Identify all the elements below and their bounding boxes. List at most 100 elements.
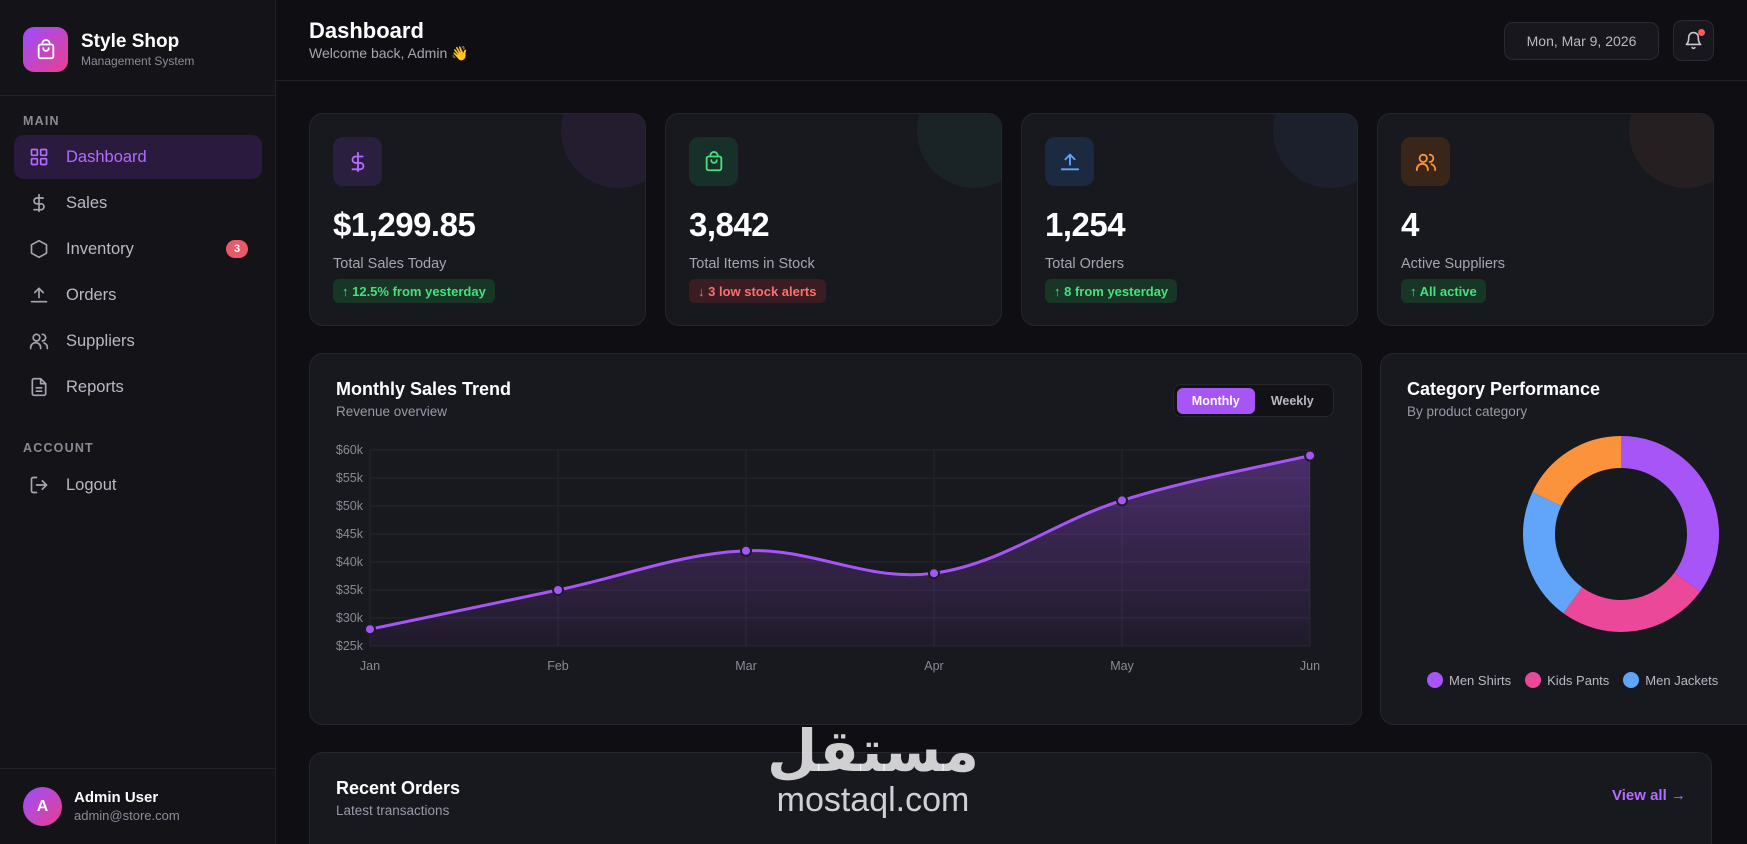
sidebar: Style Shop Management System MAIN Dashbo… <box>0 0 276 844</box>
legend-label: Men Jackets <box>1645 672 1719 688</box>
upload-icon <box>28 284 50 306</box>
stat-label: Total Sales Today <box>333 256 447 272</box>
view-all-link[interactable]: View all → <box>1612 787 1686 804</box>
chart-subtitle: Revenue overview <box>336 404 448 419</box>
stat-badge: ↑ All active <box>1401 279 1486 303</box>
section-title: Recent Orders <box>336 778 461 798</box>
dollar-icon <box>28 192 50 214</box>
stat-card-stock: 3,842 Total Items in Stock ↓ 3 low stock… <box>665 113 1002 326</box>
legend-label: Men Shirts <box>1449 672 1512 688</box>
legend-swatch <box>1623 672 1640 688</box>
stat-value: 4 <box>1401 206 1419 243</box>
stat-card-orders: 1,254 Total Orders ↑ 8 from yesterday <box>1021 113 1358 326</box>
legend-item: Kids Pants <box>1525 672 1609 688</box>
logout-button[interactable]: Logout <box>14 463 262 507</box>
sidebar-item-label: Sales <box>66 193 108 212</box>
sidebar-item-dashboard[interactable]: Dashboard <box>14 135 262 179</box>
x-tick-label: May <box>1110 659 1134 673</box>
stat-badge: ↑ 8 from yesterday <box>1045 279 1178 303</box>
y-tick-label: $60k <box>336 443 364 457</box>
stat-label: Total Orders <box>1045 256 1124 272</box>
brand-name: Style Shop <box>81 30 180 52</box>
user-name: Admin User <box>74 789 159 806</box>
shopping-bag-icon <box>689 137 738 186</box>
inventory-badge: 3 <box>226 240 248 258</box>
users-icon <box>28 330 50 352</box>
section-label-account: ACCOUNT <box>23 441 94 455</box>
legend-item: Men Shirts <box>1427 672 1511 688</box>
series-area <box>370 455 1310 646</box>
stat-label: Active Suppliers <box>1401 256 1505 272</box>
weekly-toggle-button[interactable]: Weekly <box>1270 393 1314 408</box>
sidebar-item-inventory[interactable]: Inventory 3 <box>14 227 262 271</box>
legend-item: Men Jackets <box>1623 672 1718 688</box>
brand[interactable]: Style Shop Management System <box>23 27 194 72</box>
legend-swatch <box>1525 672 1542 688</box>
sidebar-item-sales[interactable]: Sales <box>14 181 262 225</box>
box-icon <box>28 238 50 260</box>
recent-orders-card: Recent Orders Latest transactions View a… <box>309 752 1712 844</box>
card-decoration <box>1629 114 1713 188</box>
data-point <box>740 544 752 557</box>
chart-title: Category Performance <box>1407 379 1601 399</box>
sidebar-item-label: Dashboard <box>66 147 147 166</box>
period-toggle: Monthly Weekly <box>1173 384 1334 417</box>
legend-swatch <box>1427 672 1443 688</box>
notifications-button[interactable] <box>1673 20 1714 61</box>
x-tick-label: Jan <box>360 659 380 673</box>
sidebar-item-label: Reports <box>66 377 124 396</box>
stat-badge: ↑ 12.5% from yesterday <box>333 279 495 303</box>
data-point <box>364 623 376 636</box>
sales-trend-card: Monthly Sales Trend Revenue overview Mon… <box>309 353 1362 725</box>
stat-value: 3,842 <box>689 206 770 243</box>
avatar: A <box>23 787 62 826</box>
sidebar-item-label: Suppliers <box>66 331 135 350</box>
divider <box>0 95 276 96</box>
stat-value: 1,254 <box>1045 206 1126 243</box>
section-subtitle: Latest transactions <box>336 803 450 818</box>
x-tick-label: Jun <box>1300 659 1320 673</box>
upload-icon <box>1045 137 1094 186</box>
x-tick-label: Feb <box>547 659 569 673</box>
logout-label: Logout <box>66 475 117 494</box>
series-line <box>369 454 1311 631</box>
card-decoration <box>1273 114 1357 188</box>
brand-subtitle: Management System <box>81 53 195 68</box>
y-tick-label: $30k <box>336 611 364 625</box>
sales-trend-chart: $60k $55k $50k $45k $40k $35k $30k $25k Jan Feb Ma… <box>336 443 1320 673</box>
stat-badge: ↓ 3 low stock alerts <box>689 279 826 303</box>
document-icon <box>28 376 50 398</box>
sidebar-item-label: Inventory <box>66 239 134 258</box>
grid-icon <box>28 146 50 168</box>
page-subtitle: Welcome back, Admin 👋 <box>309 45 469 61</box>
category-donut-chart <box>1523 436 1719 632</box>
users-icon <box>1401 137 1450 186</box>
header: Dashboard Welcome back, Admin 👋 Mon, Mar… <box>276 0 1747 81</box>
stat-label: Total Items in Stock <box>689 256 815 272</box>
card-decoration <box>561 114 645 188</box>
sidebar-item-suppliers[interactable]: Suppliers <box>14 319 262 363</box>
divider <box>0 768 276 769</box>
sidebar-item-label: Orders <box>66 285 117 304</box>
data-point <box>552 584 564 596</box>
dollar-icon <box>333 137 382 186</box>
y-tick-label: $50k <box>336 499 364 513</box>
data-point <box>928 567 940 580</box>
donut-slice <box>1523 492 1583 614</box>
monthly-toggle-button[interactable]: Monthly <box>1177 387 1255 414</box>
y-tick-label: $25k <box>336 639 364 653</box>
sidebar-item-orders[interactable]: Orders <box>14 273 262 317</box>
y-tick-label: $35k <box>336 583 364 597</box>
shopping-bag-icon <box>23 27 68 72</box>
user-profile[interactable]: A Admin User admin@store.com <box>23 787 180 826</box>
logout-icon <box>28 474 50 496</box>
stat-value: $1,299.85 <box>333 206 476 243</box>
sidebar-item-reports[interactable]: Reports <box>14 365 262 409</box>
stat-card-suppliers: 4 Active Suppliers ↑ All active <box>1377 113 1714 326</box>
chart-subtitle: By product category <box>1407 404 1528 419</box>
chart-legend: Men Shirts Kids Pants Men Jackets <box>1427 672 1732 688</box>
donut-slice <box>1563 572 1701 632</box>
date-display: Mon, Mar 9, 2026 <box>1504 22 1659 60</box>
data-point <box>1116 494 1128 507</box>
donut-slice <box>1620 436 1719 592</box>
